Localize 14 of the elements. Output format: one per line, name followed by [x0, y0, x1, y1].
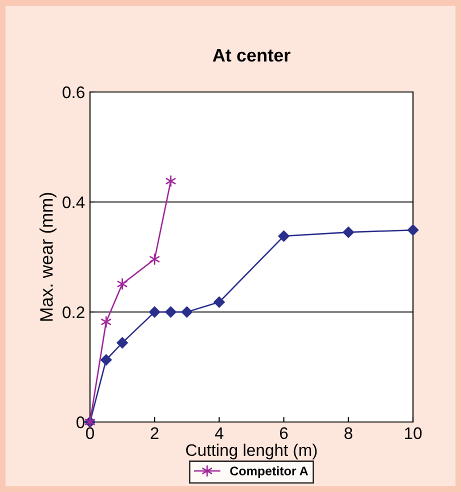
y-axis-title: Max. wear (mm): [40, 192, 56, 321]
legend-label: Competitor A: [230, 466, 308, 478]
x-tick-label: 8: [344, 427, 352, 440]
y-tick-label: 0: [76, 416, 84, 428]
y-tick-label: 0.4: [62, 196, 85, 208]
x-tick-label: 4: [214, 427, 224, 439]
x-tick-label: 0: [86, 427, 94, 440]
chart-title: At center: [212, 49, 290, 62]
x-tick-label: 6: [280, 427, 288, 440]
x-axis-title: Cutting lenght (m): [186, 444, 317, 460]
x-tick-label: 2: [150, 427, 158, 439]
y-tick-label: 0.2: [62, 306, 84, 318]
y-tick-label: 0.6: [62, 86, 84, 98]
x-tick-label: 10: [405, 427, 422, 440]
